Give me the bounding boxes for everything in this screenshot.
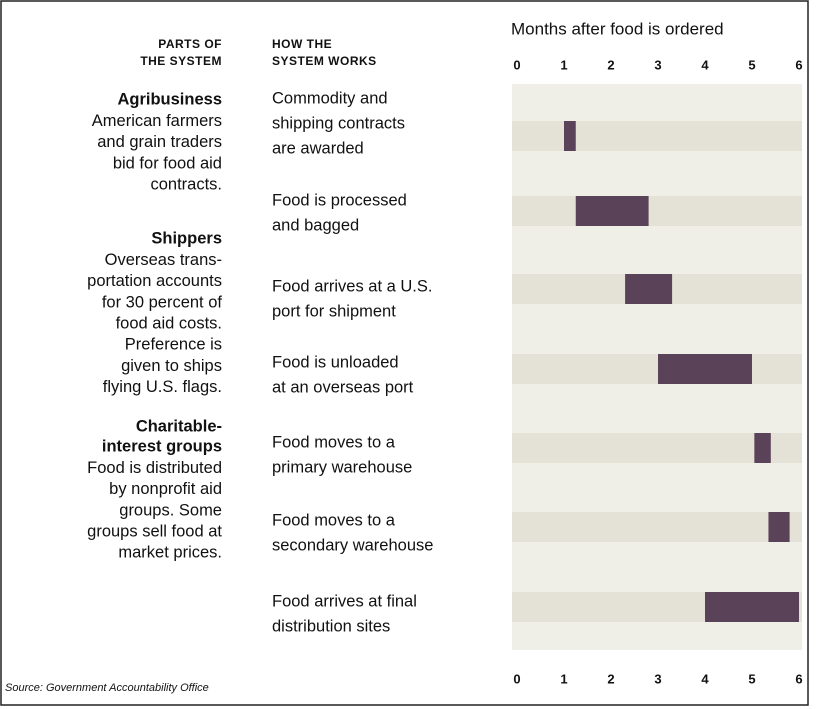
x-tick-label: 6 — [795, 57, 802, 72]
x-tick-label: 3 — [654, 671, 661, 686]
part-text: and grain traders — [97, 133, 222, 151]
step-label: distribution sites — [272, 617, 390, 635]
bar — [754, 433, 771, 463]
bar — [564, 121, 576, 151]
row-stripe — [512, 196, 802, 226]
step-label: are awarded — [272, 139, 364, 157]
step-label: secondary warehouse — [272, 536, 433, 554]
step-label: port for shipment — [272, 302, 396, 320]
x-tick-label: 4 — [701, 671, 709, 686]
part-text: Preference is — [125, 336, 222, 354]
column-header: SYSTEM WORKS — [272, 54, 377, 68]
x-tick-label: 5 — [748, 671, 755, 686]
part-text: bid for food aid — [113, 154, 222, 172]
step-label: Commodity and — [272, 89, 388, 107]
column-header: PARTS OF — [158, 37, 222, 51]
bar — [705, 592, 799, 622]
part-title: interest groups — [102, 437, 222, 455]
part-text: groups. Some — [119, 501, 222, 519]
row-stripe — [512, 512, 802, 542]
x-tick-label: 3 — [654, 57, 661, 72]
column-header: HOW THE — [272, 37, 332, 51]
step-label: primary warehouse — [272, 458, 412, 476]
part-text: American farmers — [92, 112, 222, 130]
x-tick-label: 1 — [560, 671, 567, 686]
step-label: shipping contracts — [272, 114, 405, 132]
source: Source: Government Accountability Office — [5, 682, 209, 694]
part-text: market prices. — [118, 544, 222, 562]
part-text: Food is distributed — [87, 459, 222, 477]
bar — [625, 274, 673, 304]
step-label: Food moves to a — [272, 511, 396, 529]
bar — [575, 196, 649, 226]
part-text: portation accounts — [87, 272, 222, 290]
part-title: Agribusiness — [117, 90, 222, 108]
row-stripe — [512, 354, 802, 384]
x-tick-label: 1 — [560, 57, 567, 72]
part-text: flying U.S. flags. — [103, 378, 222, 396]
bar — [768, 512, 790, 542]
part-text: by nonprofit aid — [109, 480, 222, 498]
x-tick-label: 0 — [513, 57, 520, 72]
step-label: at an overseas port — [272, 378, 414, 396]
bar — [658, 354, 752, 384]
x-tick-label: 0 — [513, 671, 520, 686]
part-title: Shippers — [151, 229, 222, 247]
column-header: THE SYSTEM — [140, 54, 222, 68]
part-title: Charitable- — [136, 417, 222, 435]
x-tick-label: 2 — [607, 57, 614, 72]
part-text: Overseas trans- — [105, 251, 222, 269]
part-text: contracts. — [150, 175, 222, 193]
step-label: Food arrives at final — [272, 592, 417, 610]
step-label: and bagged — [272, 216, 359, 234]
step-label: Food moves to a — [272, 433, 396, 451]
x-tick-label: 6 — [795, 671, 802, 686]
row-stripe — [512, 121, 802, 151]
part-text: food aid costs. — [116, 314, 222, 332]
step-label: Food arrives at a U.S. — [272, 277, 432, 295]
part-text: given to ships — [121, 357, 222, 375]
row-stripe — [512, 433, 802, 463]
part-text: for 30 percent of — [102, 293, 223, 311]
axis-title: Months after food is ordered — [511, 19, 724, 38]
x-tick-label: 2 — [607, 671, 614, 686]
step-label: Food is processed — [272, 191, 407, 209]
x-tick-label: 5 — [748, 57, 755, 72]
part-text: groups sell food at — [87, 522, 222, 540]
x-tick-label: 4 — [701, 57, 709, 72]
step-label: Food is unloaded — [272, 353, 399, 371]
